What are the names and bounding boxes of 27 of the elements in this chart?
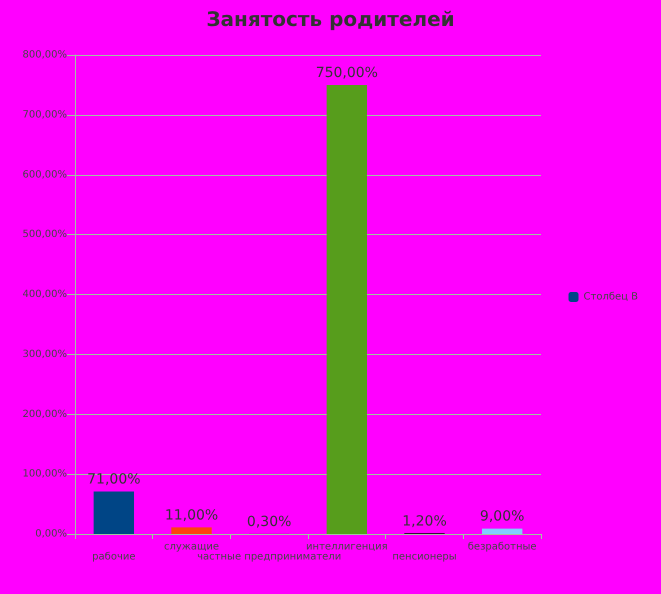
y-tick-label: 0,00% bbox=[35, 528, 67, 540]
bar bbox=[482, 528, 522, 534]
y-tick-label: 300,00% bbox=[22, 348, 67, 360]
x-tick-label: частные предприниматели bbox=[197, 552, 342, 562]
y-tick-label: 400,00% bbox=[22, 289, 67, 300]
data-label: 9,00% bbox=[480, 508, 524, 525]
y-tick-label: 700,00% bbox=[22, 109, 67, 120]
x-tick-label: интеллигенция bbox=[306, 542, 388, 552]
chart-title: Занятость родителей bbox=[206, 7, 455, 31]
x-tick-label: пенсионеры bbox=[392, 552, 457, 562]
bar bbox=[94, 491, 134, 534]
data-label: 0,30% bbox=[246, 514, 292, 530]
y-tick-label: 200,00% bbox=[22, 408, 67, 420]
data-label: 750,00% bbox=[316, 64, 378, 81]
data-label: 71,00% bbox=[87, 471, 141, 488]
bar bbox=[326, 84, 368, 534]
bar bbox=[171, 527, 212, 534]
data-label: 11,00% bbox=[164, 507, 218, 524]
y-tick-label: 800,00% bbox=[22, 50, 67, 60]
y-tick-label: 100,00% bbox=[22, 468, 67, 480]
y-tick-label: 600,00% bbox=[22, 169, 67, 180]
x-tick-label: безработные bbox=[468, 542, 537, 552]
x-tick-label: рабочие bbox=[92, 552, 136, 562]
x-tick-label: служащие bbox=[164, 542, 220, 552]
y-tick-label: 500,00% bbox=[22, 229, 67, 240]
data-label: 1,20% bbox=[402, 513, 447, 530]
legend-label: Столбец B bbox=[584, 292, 638, 302]
